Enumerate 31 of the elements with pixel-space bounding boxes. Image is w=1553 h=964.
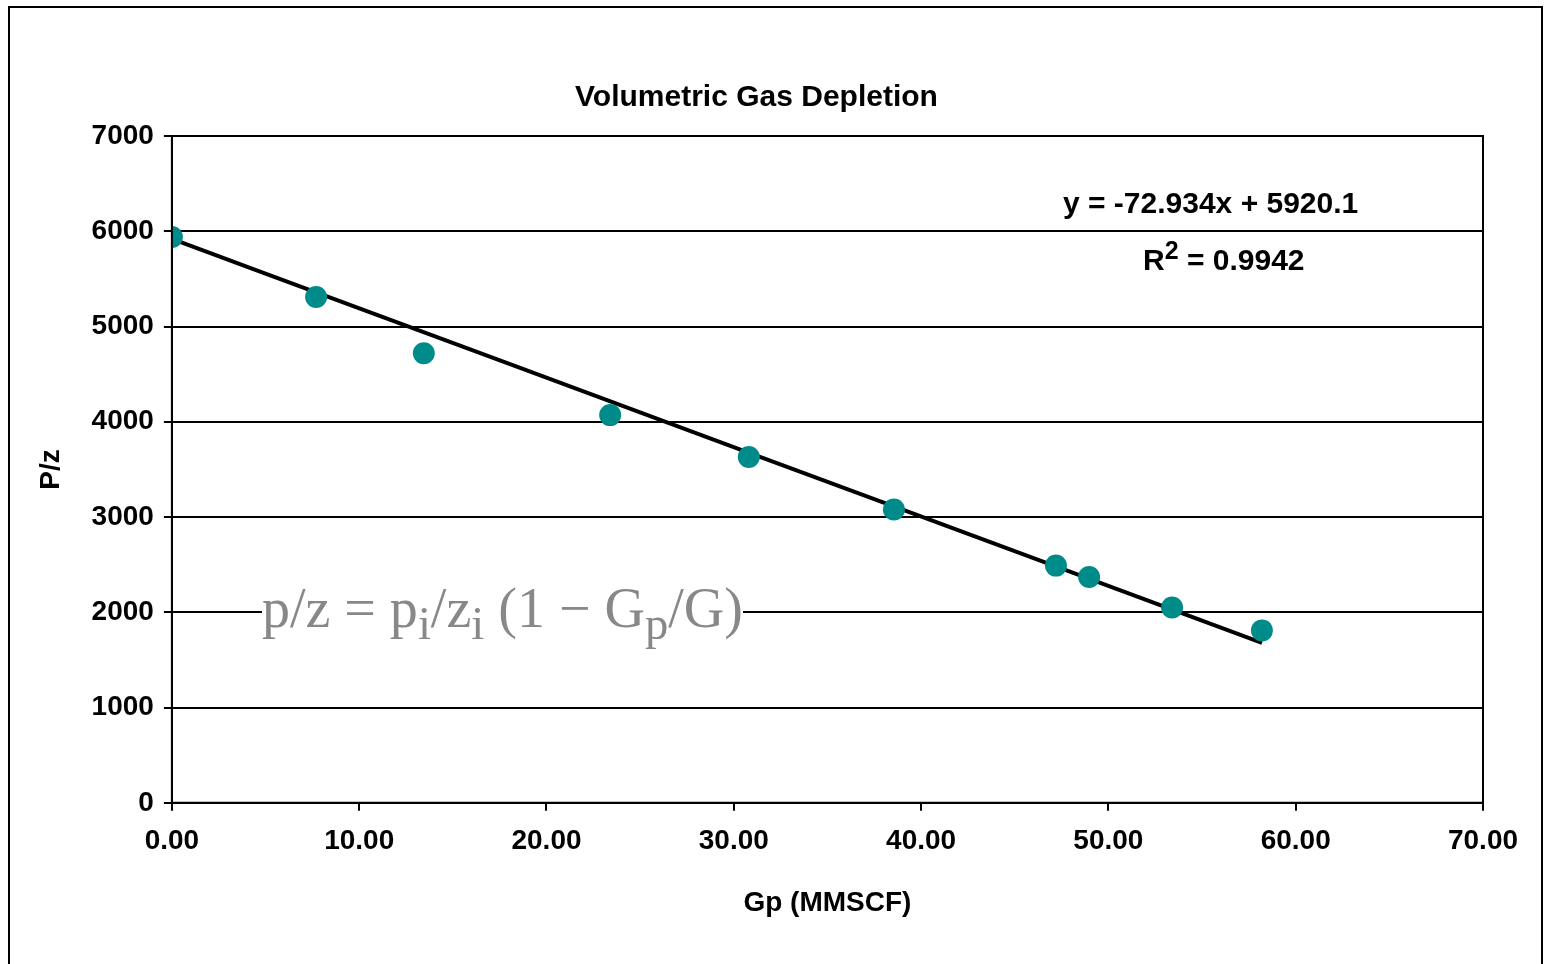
point bbox=[412, 342, 435, 365]
point bbox=[305, 285, 328, 308]
y-tick-label: 3000 bbox=[91, 499, 154, 531]
y-tick-label: 6000 bbox=[91, 213, 154, 245]
y-tick-label: 1000 bbox=[91, 690, 154, 722]
point bbox=[737, 446, 760, 469]
y-tick-label: 2000 bbox=[91, 595, 154, 626]
y-tick-label: 7000 bbox=[91, 118, 154, 150]
x-tick-label: 0.00 bbox=[144, 824, 200, 856]
point bbox=[1250, 619, 1273, 642]
y-tick-label: 0 bbox=[138, 785, 154, 817]
point bbox=[599, 404, 622, 427]
y-tick-label: 5000 bbox=[91, 309, 154, 341]
chart-title: Volumetric Gas Depletion bbox=[575, 79, 938, 113]
point bbox=[1078, 566, 1101, 589]
y-axis-title: P/z bbox=[33, 449, 65, 490]
point bbox=[1161, 596, 1184, 619]
point bbox=[1044, 554, 1067, 577]
annotation: R$^{2}$ = 0.9942 bbox=[1143, 236, 1305, 277]
x-tick-label: 10.00 bbox=[324, 824, 395, 856]
annotation: y = -72.934x + 5920.1 bbox=[1063, 186, 1359, 220]
point bbox=[882, 498, 905, 521]
x-tick-label: 40.00 bbox=[886, 824, 957, 856]
x-tick-label: 50.00 bbox=[1073, 824, 1144, 856]
x-tick-label: 30.00 bbox=[698, 824, 769, 856]
y-tick-label: 4000 bbox=[91, 404, 154, 436]
x-tick-label: 20.00 bbox=[511, 824, 582, 856]
x-tick-label: 70.00 bbox=[1447, 824, 1519, 856]
x-axis-title: Gp (MMSCF) bbox=[743, 885, 912, 917]
x-tick-label: 60.00 bbox=[1260, 824, 1331, 856]
annotation: p/z = p$_{i}$/z$_{i}$ (1 − G$_{p}$/G) bbox=[261, 576, 743, 651]
